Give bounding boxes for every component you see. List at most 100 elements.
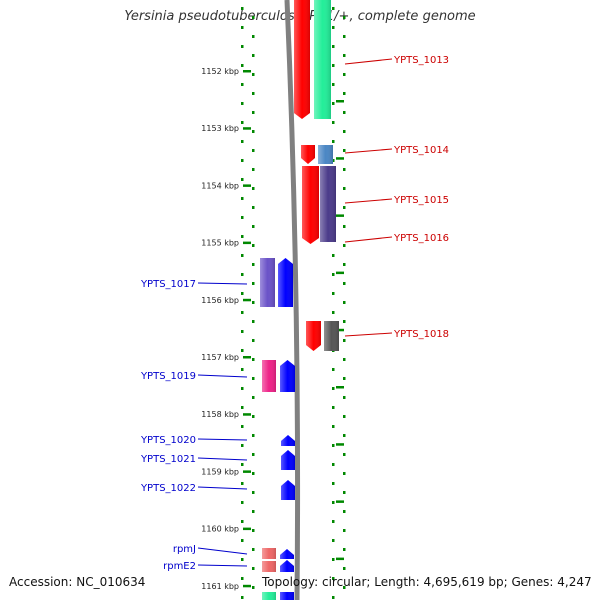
axis-dot bbox=[332, 577, 335, 580]
axis-dot bbox=[252, 510, 255, 513]
axis-dot bbox=[343, 282, 346, 285]
label-group: YPTS_1013 YPTS_1014 YPTS_1015 YPTS_1016 YPTS… bbox=[140, 55, 449, 572]
axis-dot bbox=[343, 111, 346, 114]
axis-dot bbox=[241, 216, 244, 219]
tick-mark bbox=[243, 241, 251, 245]
axis-dot bbox=[252, 434, 255, 437]
axis-dot bbox=[332, 45, 335, 48]
product-bar-partial-shade bbox=[262, 592, 276, 600]
tick-mark bbox=[336, 557, 344, 561]
tick-mark bbox=[336, 157, 344, 160]
axis-dot bbox=[252, 567, 255, 570]
axis-dot bbox=[332, 425, 335, 428]
axis-dot bbox=[241, 444, 244, 447]
axis-dot bbox=[252, 339, 255, 342]
gene-arrow-ypts-1014-shade bbox=[301, 145, 315, 164]
axis-dot bbox=[252, 206, 255, 209]
axis-dot bbox=[332, 64, 335, 67]
tick-mark bbox=[243, 527, 251, 531]
axis-dot bbox=[332, 254, 335, 257]
topology-info-footer: Topology: circular; Length: 4,695,619 bp… bbox=[262, 575, 592, 589]
axis-dot bbox=[252, 358, 255, 361]
label-leader bbox=[197, 547, 248, 555]
tick-mark bbox=[243, 184, 251, 187]
gene-label-rpmj: rpmJ bbox=[173, 544, 196, 555]
label-leader bbox=[197, 457, 248, 461]
axis-dot bbox=[343, 225, 346, 228]
axis-dot bbox=[332, 102, 335, 105]
label-leader bbox=[197, 438, 248, 441]
axis-dot bbox=[252, 16, 255, 19]
tick-mark bbox=[336, 271, 344, 275]
axis-dot bbox=[332, 83, 335, 86]
axis-dot bbox=[241, 539, 244, 542]
axis-dot bbox=[241, 330, 244, 333]
axis-dot bbox=[343, 301, 346, 304]
axis-dot bbox=[343, 586, 346, 589]
tick-mark bbox=[336, 100, 344, 103]
axis-dot bbox=[252, 92, 255, 95]
axis-dot bbox=[241, 178, 244, 181]
label-leader bbox=[197, 564, 248, 567]
axis-dot bbox=[343, 187, 346, 190]
axis-dot bbox=[241, 406, 244, 409]
axis-dot bbox=[252, 54, 255, 57]
axis-dot bbox=[252, 73, 255, 76]
gene-label-ypts_1014: YPTS_1014 bbox=[393, 145, 449, 156]
axis-dot bbox=[332, 292, 335, 295]
tick-mark bbox=[243, 356, 251, 359]
gene-label-ypts_1018: YPTS_1018 bbox=[393, 329, 449, 340]
product-bar-rpmj-shade bbox=[262, 548, 276, 559]
axis-dot bbox=[241, 520, 244, 523]
axis-dot bbox=[241, 7, 244, 10]
label-leader bbox=[344, 332, 393, 337]
axis-right-dotted bbox=[332, 7, 346, 599]
label-leader bbox=[344, 198, 393, 204]
label-leader bbox=[344, 236, 393, 243]
axis-dot bbox=[241, 159, 244, 162]
gene-arrow-ypts-1020-shade bbox=[281, 435, 295, 446]
axis-dot bbox=[343, 396, 346, 399]
accession-footer: Accession: NC_010634 bbox=[9, 575, 146, 589]
gene-label-ypts_1022: YPTS_1022 bbox=[140, 483, 196, 494]
axis-dot bbox=[241, 596, 244, 599]
axis-dot bbox=[241, 45, 244, 48]
gene-label-ypts_1017: YPTS_1017 bbox=[140, 279, 196, 290]
axis-dot bbox=[241, 102, 244, 105]
product-bar-ypts-1015-shade bbox=[320, 166, 336, 242]
tick-mark bbox=[336, 443, 344, 446]
axis-dot bbox=[241, 64, 244, 67]
axis-dot bbox=[332, 121, 335, 124]
axis-dot bbox=[252, 187, 255, 190]
axis-dot bbox=[252, 396, 255, 399]
axis-dot bbox=[241, 26, 244, 29]
axis-dot bbox=[332, 558, 335, 561]
gene-label-ypts_1019: YPTS_1019 bbox=[140, 371, 196, 382]
axis-dot bbox=[332, 596, 335, 599]
product-bar-ypts-1017-shade bbox=[260, 258, 275, 307]
gene-arrow-ypts-1017-shade bbox=[278, 258, 293, 307]
axis-dot bbox=[343, 92, 346, 95]
axis-dot bbox=[343, 510, 346, 513]
axis-dot bbox=[241, 349, 244, 352]
label-leader bbox=[344, 148, 393, 154]
gene-label-ypts_1015: YPTS_1015 bbox=[393, 195, 449, 206]
axis-dot bbox=[343, 73, 346, 76]
axis-dot bbox=[332, 463, 335, 466]
axis-dot bbox=[252, 415, 255, 418]
axis-dot bbox=[332, 368, 335, 371]
axis-dot bbox=[332, 273, 335, 276]
axis-dot bbox=[241, 311, 244, 314]
gene-arrow-ypts-1022-shade bbox=[281, 480, 295, 500]
axis-dot bbox=[343, 529, 346, 532]
axis-dot bbox=[332, 7, 335, 10]
axis-left-dotted bbox=[241, 7, 255, 599]
gene-arrow-ypts-1021-shade bbox=[281, 450, 295, 470]
product-bar-ypts-1013-shade bbox=[314, 0, 331, 119]
axis-dot bbox=[252, 130, 255, 133]
tick-label: 1155 kbp bbox=[201, 239, 239, 248]
tick-label: 1160 kbp bbox=[201, 525, 239, 534]
axis-dot bbox=[241, 197, 244, 200]
tick-mark bbox=[243, 298, 251, 302]
